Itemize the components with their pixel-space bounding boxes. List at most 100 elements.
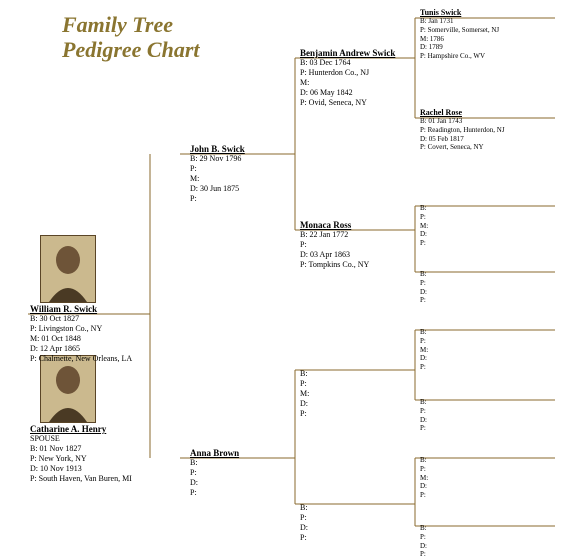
detail-anna-brown-3: P:: [190, 488, 239, 498]
detail-rachel-rose-1: P: Readington, Hunterdon, NJ: [420, 126, 505, 135]
detail-gen4-blank-5-1: P:: [420, 465, 428, 474]
name-william-r-swick: William R. Swick: [30, 304, 132, 314]
person-gen4-blank-1: B:P:M:D:P:: [420, 196, 428, 248]
detail-gen3-blank-1-4: P:: [300, 409, 309, 419]
detail-catharine-a-henry-3: P: South Haven, Van Buren, MI: [30, 474, 132, 484]
detail-anna-brown-1: P:: [190, 468, 239, 478]
detail-rachel-rose-0: B: 01 Jan 1743: [420, 117, 505, 126]
detail-gen4-blank-5-4: P:: [420, 491, 428, 500]
william-portrait: [40, 235, 96, 303]
detail-william-r-swick-1: P: Livingston Co., NY: [30, 324, 132, 334]
detail-tunis-swick-3: D: 1789: [420, 43, 499, 52]
detail-benjamin-andrew-swick-1: P: Hunterdon Co., NJ: [300, 68, 395, 78]
person-gen4-blank-3: B:P:M:D:P:: [420, 320, 428, 372]
detail-john-b-swick-0: B: 29 Nov 1796: [190, 154, 245, 164]
detail-gen4-blank-1-3: D:: [420, 230, 428, 239]
name-gen4-blank-5: [420, 448, 428, 456]
name-john-b-swick: John B. Swick: [190, 144, 245, 154]
spouse-tag-catharine-a-henry: SPOUSE: [30, 434, 132, 444]
detail-gen4-blank-3-1: P:: [420, 337, 428, 346]
detail-monaca-ross-2: D: 03 Apr 1863: [300, 250, 369, 260]
detail-gen4-blank-3-2: M:: [420, 346, 428, 355]
person-catharine-a-henry: Catharine A. HenrySPOUSEB: 01 Nov 1827P:…: [30, 424, 132, 484]
person-benjamin-andrew-swick: Benjamin Andrew SwickB: 03 Dec 1764P: Hu…: [300, 48, 395, 108]
title-line2: Pedigree Chart: [62, 37, 200, 62]
detail-anna-brown-0: B:: [190, 458, 239, 468]
detail-william-r-swick-2: M: 01 Oct 1848: [30, 334, 132, 344]
name-tunis-swick: Tunis Swick: [420, 8, 499, 17]
detail-tunis-swick-0: B: Jan 1731: [420, 17, 499, 26]
person-gen4-blank-2: B:P:D:P:: [420, 262, 427, 305]
detail-monaca-ross-0: B: 22 Jan 1772: [300, 230, 369, 240]
person-gen4-blank-6: B:P:D:P:: [420, 516, 427, 559]
name-gen4-blank-3: [420, 320, 428, 328]
detail-tunis-swick-4: P: Hampshire Co., WV: [420, 52, 499, 61]
detail-gen3-blank-2-1: P:: [300, 513, 308, 523]
detail-gen4-blank-6-3: P:: [420, 550, 427, 559]
detail-catharine-a-henry-1: P: New York, NY: [30, 454, 132, 464]
person-gen3-blank-2: B:P:D:P:: [300, 494, 308, 543]
detail-gen4-blank-2-0: B:: [420, 270, 427, 279]
name-gen4-blank-6: [420, 516, 427, 524]
detail-anna-brown-2: D:: [190, 478, 239, 488]
detail-gen4-blank-2-2: D:: [420, 288, 427, 297]
detail-gen4-blank-5-0: B:: [420, 456, 428, 465]
name-gen4-blank-4: [420, 390, 427, 398]
person-william-r-swick: William R. SwickB: 30 Oct 1827P: Livings…: [30, 304, 132, 364]
person-monaca-ross: Monaca RossB: 22 Jan 1772P:D: 03 Apr 186…: [300, 220, 369, 270]
detail-monaca-ross-1: P:: [300, 240, 369, 250]
person-gen4-blank-4: B:P:D:P:: [420, 390, 427, 433]
detail-gen3-blank-2-0: B:: [300, 503, 308, 513]
name-gen4-blank-2: [420, 262, 427, 270]
detail-gen4-blank-6-2: D:: [420, 542, 427, 551]
detail-william-r-swick-4: P: Chalmette, New Orleans, LA: [30, 354, 132, 364]
detail-william-r-swick-3: D: 12 Apr 1865: [30, 344, 132, 354]
detail-gen4-blank-1-1: P:: [420, 213, 428, 222]
detail-john-b-swick-1: P:: [190, 164, 245, 174]
detail-benjamin-andrew-swick-3: D: 06 May 1842: [300, 88, 395, 98]
person-tunis-swick: Tunis SwickB: Jan 1731P: Somerville, Som…: [420, 8, 499, 61]
detail-gen4-blank-3-4: P:: [420, 363, 428, 372]
detail-rachel-rose-3: P: Covert, Seneca, NY: [420, 143, 505, 152]
detail-gen4-blank-1-2: M:: [420, 222, 428, 231]
detail-catharine-a-henry-2: D: 10 Nov 1913: [30, 464, 132, 474]
person-gen3-blank-1: B:P:M:D:P:: [300, 360, 309, 419]
detail-gen3-blank-1-3: D:: [300, 399, 309, 409]
detail-gen4-blank-1-4: P:: [420, 239, 428, 248]
chart-title: Family Tree Pedigree Chart: [62, 12, 200, 63]
detail-gen4-blank-3-3: D:: [420, 354, 428, 363]
detail-benjamin-andrew-swick-0: B: 03 Dec 1764: [300, 58, 395, 68]
detail-gen4-blank-4-3: P:: [420, 424, 427, 433]
detail-gen4-blank-5-2: M:: [420, 474, 428, 483]
name-rachel-rose: Rachel Rose: [420, 108, 505, 117]
person-john-b-swick: John B. SwickB: 29 Nov 1796P:M:D: 30 Jun…: [190, 144, 245, 204]
detail-gen4-blank-4-1: P:: [420, 407, 427, 416]
detail-william-r-swick-0: B: 30 Oct 1827: [30, 314, 132, 324]
detail-tunis-swick-2: M: 1786: [420, 35, 499, 44]
detail-gen4-blank-1-0: B:: [420, 204, 428, 213]
detail-gen4-blank-6-1: P:: [420, 533, 427, 542]
detail-catharine-a-henry-0: B: 01 Nov 1827: [30, 444, 132, 454]
name-gen3-blank-2: [300, 494, 308, 503]
detail-gen3-blank-2-2: D:: [300, 523, 308, 533]
detail-gen3-blank-1-2: M:: [300, 389, 309, 399]
name-monaca-ross: Monaca Ross: [300, 220, 369, 230]
detail-gen4-blank-4-2: D:: [420, 416, 427, 425]
person-gen4-blank-5: B:P:M:D:P:: [420, 448, 428, 500]
detail-gen4-blank-6-0: B:: [420, 524, 427, 533]
detail-gen4-blank-2-3: P:: [420, 296, 427, 305]
detail-gen3-blank-1-0: B:: [300, 369, 309, 379]
person-rachel-rose: Rachel RoseB: 01 Jan 1743P: Readington, …: [420, 108, 505, 152]
person-anna-brown: Anna BrownB:P:D:P:: [190, 448, 239, 498]
detail-tunis-swick-1: P: Somerville, Somerset, NJ: [420, 26, 499, 35]
detail-gen4-blank-3-0: B:: [420, 328, 428, 337]
detail-gen4-blank-4-0: B:: [420, 398, 427, 407]
detail-benjamin-andrew-swick-2: M:: [300, 78, 395, 88]
detail-gen3-blank-2-3: P:: [300, 533, 308, 543]
title-line1: Family Tree: [62, 12, 200, 37]
name-catharine-a-henry: Catharine A. Henry: [30, 424, 132, 434]
detail-benjamin-andrew-swick-4: P: Ovid, Seneca, NY: [300, 98, 395, 108]
detail-rachel-rose-2: D: 05 Feb 1817: [420, 135, 505, 144]
detail-gen3-blank-1-1: P:: [300, 379, 309, 389]
detail-john-b-swick-3: D: 30 Jun 1875: [190, 184, 245, 194]
